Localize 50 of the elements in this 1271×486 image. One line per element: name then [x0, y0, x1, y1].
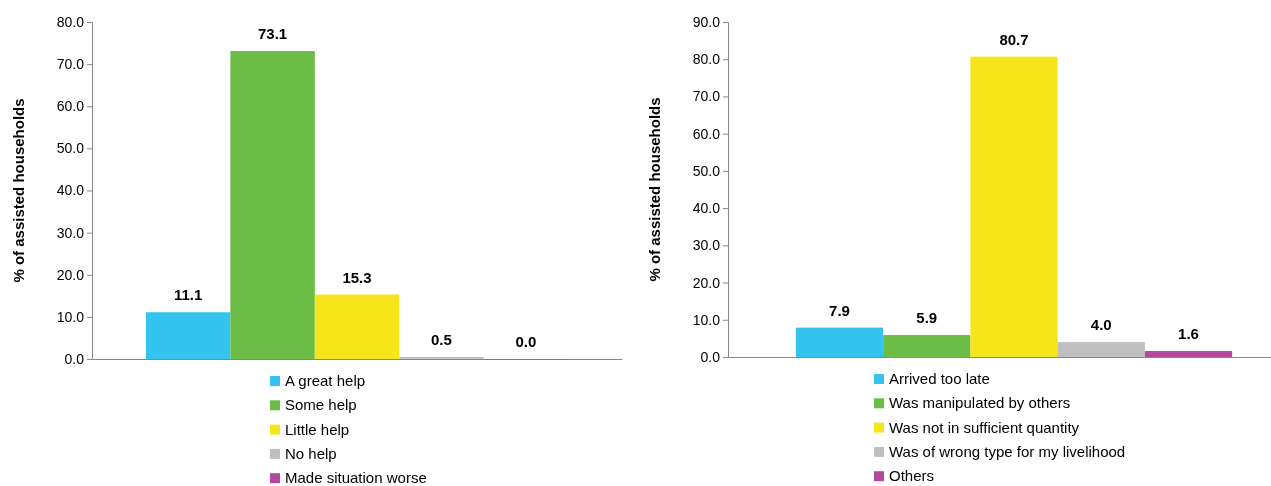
data-label: 5.9 — [916, 309, 938, 327]
data-label: 7.9 — [829, 301, 850, 319]
legend-label: No help — [285, 444, 337, 462]
bar — [1144, 351, 1233, 357]
legend-label: Was manipulated by others — [889, 394, 1071, 412]
legend-label: Others — [889, 467, 935, 485]
data-label: 0.0 — [515, 333, 537, 350]
y-tick-label: 40.0 — [56, 182, 85, 199]
legend-label: Was of wrong type for my livelihood — [889, 442, 1126, 460]
bar — [795, 327, 884, 357]
legend-label: Was not in sufficient quantity — [889, 418, 1080, 436]
legend-label: Arrived too late — [889, 370, 990, 387]
y-tick-label: 50.0 — [692, 162, 721, 179]
legend-label: Made situation worse — [285, 469, 427, 486]
data-label: 0.5 — [431, 330, 452, 348]
y-tick-label: 50.0 — [56, 140, 85, 157]
y-tick-label: 0.0 — [700, 348, 721, 365]
y-tick-label: 90.0 — [692, 13, 721, 30]
y-tick-label: 0.0 — [64, 350, 85, 367]
y-tick-label: 20.0 — [692, 274, 721, 291]
y-tick-label: 80.0 — [692, 51, 721, 68]
data-label: 4.0 — [1090, 316, 1112, 334]
bar — [1057, 342, 1145, 357]
legend-label: A great help — [285, 372, 366, 389]
legend-label: Some help — [285, 396, 357, 414]
bar — [314, 294, 400, 359]
bar — [883, 335, 971, 357]
y-tick-label: 10.0 — [56, 308, 85, 325]
y-tick-label: 30.0 — [56, 224, 85, 241]
y-tick-label: 40.0 — [692, 200, 721, 217]
bar — [970, 56, 1058, 357]
data-label: 15.3 — [342, 268, 372, 286]
y-tick-label: 80.0 — [56, 13, 85, 30]
y-tick-label: 30.0 — [692, 237, 721, 254]
y-tick-label: 70.0 — [56, 56, 85, 73]
y-tick-label: 10.0 — [692, 311, 721, 328]
y-tick-label: 20.0 — [56, 266, 85, 283]
data-label: 11.1 — [173, 286, 203, 304]
bar — [399, 356, 484, 359]
y-tick-label: 70.0 — [692, 88, 721, 105]
y-axis-title: % of assisted households — [646, 97, 663, 282]
data-label: 80.7 — [999, 30, 1029, 48]
y-tick-label: 60.0 — [692, 125, 721, 142]
data-label: 1.6 — [1178, 325, 1199, 343]
bar — [145, 312, 231, 359]
y-tick-label: 60.0 — [56, 98, 85, 115]
legend-label: Little help — [285, 420, 350, 438]
y-axis-title: % of assisted households — [10, 98, 27, 283]
data-label: 73.1 — [257, 25, 288, 43]
bar — [230, 51, 315, 359]
